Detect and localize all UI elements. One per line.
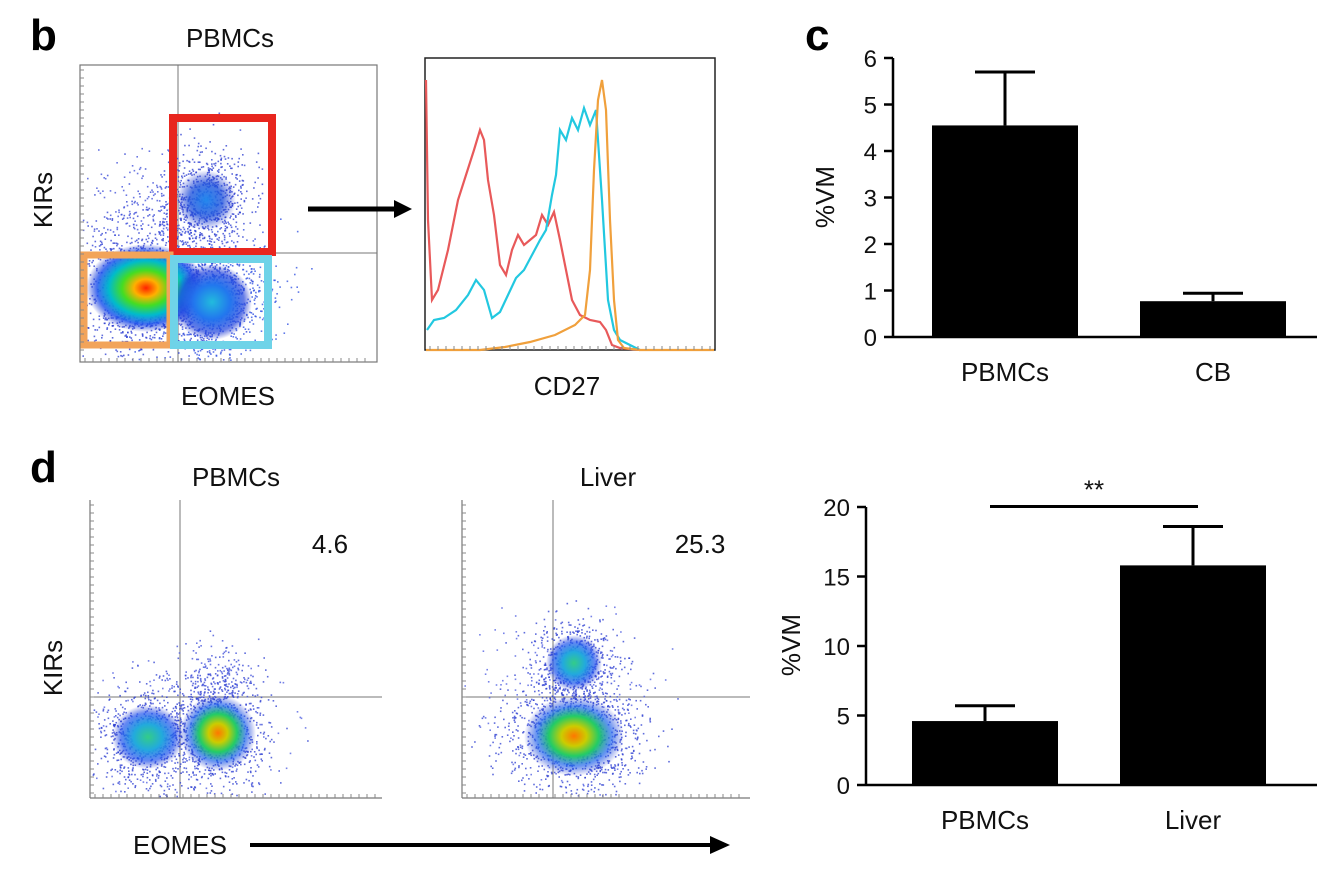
panel-c-letter: c (805, 11, 829, 60)
panel-b-histogram-frame (424, 57, 716, 351)
panel-b-histogram: CD27 (424, 57, 716, 401)
panel-c-ytick-label: 0 (864, 325, 877, 352)
panel-c-bar-cb (1140, 301, 1286, 337)
panel-b-gate-cyan (170, 255, 272, 349)
panel-c-ytick-label: 1 (864, 279, 877, 306)
panel-c-bar-chart: 0 1 2 3 4 5 6 %VM PBMCs CB (810, 46, 1317, 387)
panel-d-bar-chart: 0 5 10 15 20 %VM PBMCs Liver ** (776, 474, 1317, 835)
panel-d-ylabel: KIRs (38, 640, 68, 696)
panel-d-pbmcs-value: 4.6 (312, 529, 348, 559)
panel-b-histogram-xlabel: CD27 (534, 371, 600, 401)
panel-d-category-label: PBMCs (941, 805, 1029, 835)
panel-c-ytick-label: 2 (864, 232, 877, 259)
panel-b-dot-plot-ylabel: KIRs (28, 172, 58, 228)
panel-b-histogram-cyan-curve (426, 104, 641, 351)
panel-d-significance-stars: ** (1084, 474, 1104, 504)
panel-d-ytick-label: 10 (823, 634, 850, 661)
panel-d-eomes-axis: EOMES (133, 830, 730, 860)
panel-d-pbmcs-axis-ticks (90, 504, 376, 798)
panel-d-dot-plot-liver: Liver 25.3 (461, 462, 750, 799)
panel-d-pbmcs-density-right (180, 695, 256, 771)
panel-b-histogram-axis-ticks (429, 346, 711, 350)
panel-d-bar-liver (1120, 565, 1266, 785)
panel-d-letter: d (30, 443, 57, 492)
panel-b-density-cyan-gate (172, 264, 252, 340)
panel-c-ytick-label: 3 (864, 186, 877, 213)
panel-d-pbmcs-density-left (112, 705, 184, 769)
panel-d-ylabel: %VM (776, 614, 806, 676)
panel-b-histogram-orange-curve (426, 79, 714, 352)
panel-d-category-label: Liver (1165, 805, 1222, 835)
panel-b-arrow (308, 200, 412, 218)
panel-b-dot-plot-axis-ticks (80, 69, 366, 362)
panel-b-histogram-red-curve (424, 79, 641, 352)
panel-b-dot-plot-xlabel: EOMES (181, 381, 275, 411)
panel-d-bar-pbmcs (912, 721, 1058, 785)
panel-d-liver-value: 25.3 (675, 529, 726, 559)
panel-d-liver-axis-ticks (462, 504, 740, 798)
panel-c-bar-pbmcs (932, 125, 1078, 337)
panel-d-dot-plot-pbmcs: PBMCs 4.6 KIRs (38, 462, 382, 799)
panel-d-ytick-label: 0 (837, 773, 850, 800)
panel-d-liver-title: Liver (580, 462, 637, 492)
panel-c-category-label: CB (1195, 357, 1231, 387)
panel-d-ytick-label: 5 (837, 704, 850, 731)
panel-b-density-red-gate (176, 170, 236, 230)
panel-b-letter: b (30, 11, 57, 60)
panel-b-gate-red (169, 114, 276, 256)
panel-d-pbmcs-title: PBMCs (192, 462, 280, 492)
panel-c-ylabel: %VM (810, 166, 840, 228)
panel-d-liver-density-upper (546, 635, 602, 691)
panel-d-xlabel: EOMES (133, 830, 227, 860)
panel-d-ytick-label: 20 (823, 495, 850, 522)
panel-c-ytick-label: 6 (864, 46, 877, 73)
panel-b-dot-plot-title: PBMCs (186, 23, 274, 53)
panel-d-ytick-label: 15 (823, 565, 850, 592)
panel-c-category-label: PBMCs (961, 357, 1049, 387)
panel-d-liver-density-lower (524, 696, 624, 776)
panel-c-ytick-label: 5 (864, 93, 877, 120)
panel-c-ytick-label: 4 (864, 139, 877, 166)
panel-b-dot-plot: PBMCs EOMES KIRs (28, 23, 378, 411)
